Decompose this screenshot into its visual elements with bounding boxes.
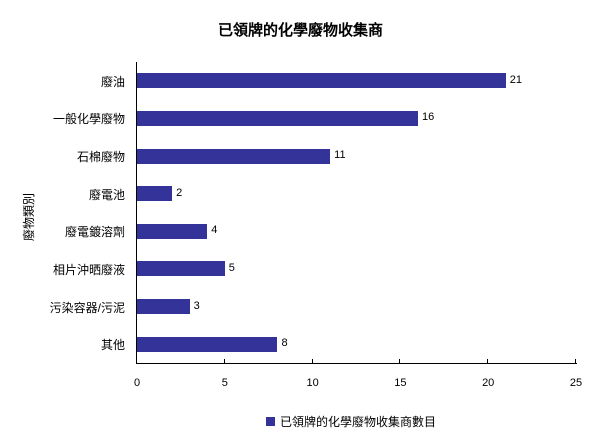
x-tick-label: 20 [482,377,495,389]
x-tick-label: 15 [394,377,407,389]
data-label: 5 [228,261,235,274]
x-tick [224,359,225,363]
legend: 已領牌的化學廢物收集商數目 [266,413,436,430]
bar [137,223,208,239]
y-axis-label: 廢物類別 [21,192,36,241]
category-label: 廢電池 [88,187,125,202]
x-tick [399,359,400,363]
bar [137,336,278,352]
x-tick [312,359,313,363]
category-label: 石棉廢物 [76,150,125,165]
data-label: 8 [281,337,288,350]
data-label: 2 [176,186,183,199]
bar [137,73,506,89]
data-label: 4 [211,224,218,237]
x-tick-label: 10 [306,377,319,389]
legend-swatch-icon [266,417,275,426]
bar [137,261,225,277]
data-label: 3 [193,299,200,312]
category-label: 其他 [100,338,125,353]
category-label: 廢電鍍溶劑 [64,225,125,240]
bar [137,148,331,164]
x-tick [136,359,137,363]
category-label: 廢油 [100,74,125,89]
x-tick-label: 25 [569,377,583,389]
category-label: 一般化學廢物 [52,112,125,127]
bar [137,186,173,202]
bar [137,299,190,315]
data-label: 21 [509,73,522,86]
x-tick [487,359,488,363]
category-label: 相片沖晒廢液 [52,262,125,277]
data-label: 16 [421,111,435,124]
x-tick-label: 0 [133,377,141,389]
chart-title: 已領牌的化學廢物收集商 [217,22,383,39]
x-tick-label: 5 [221,377,228,389]
data-label: 11 [334,149,346,162]
y-axis-line [136,62,137,364]
legend-label: 已領牌的化學廢物收集商數目 [280,415,437,429]
category-label: 污染容器/污泥 [49,300,125,315]
x-axis-line [136,363,577,364]
x-tick [575,359,576,363]
bar [137,110,418,126]
